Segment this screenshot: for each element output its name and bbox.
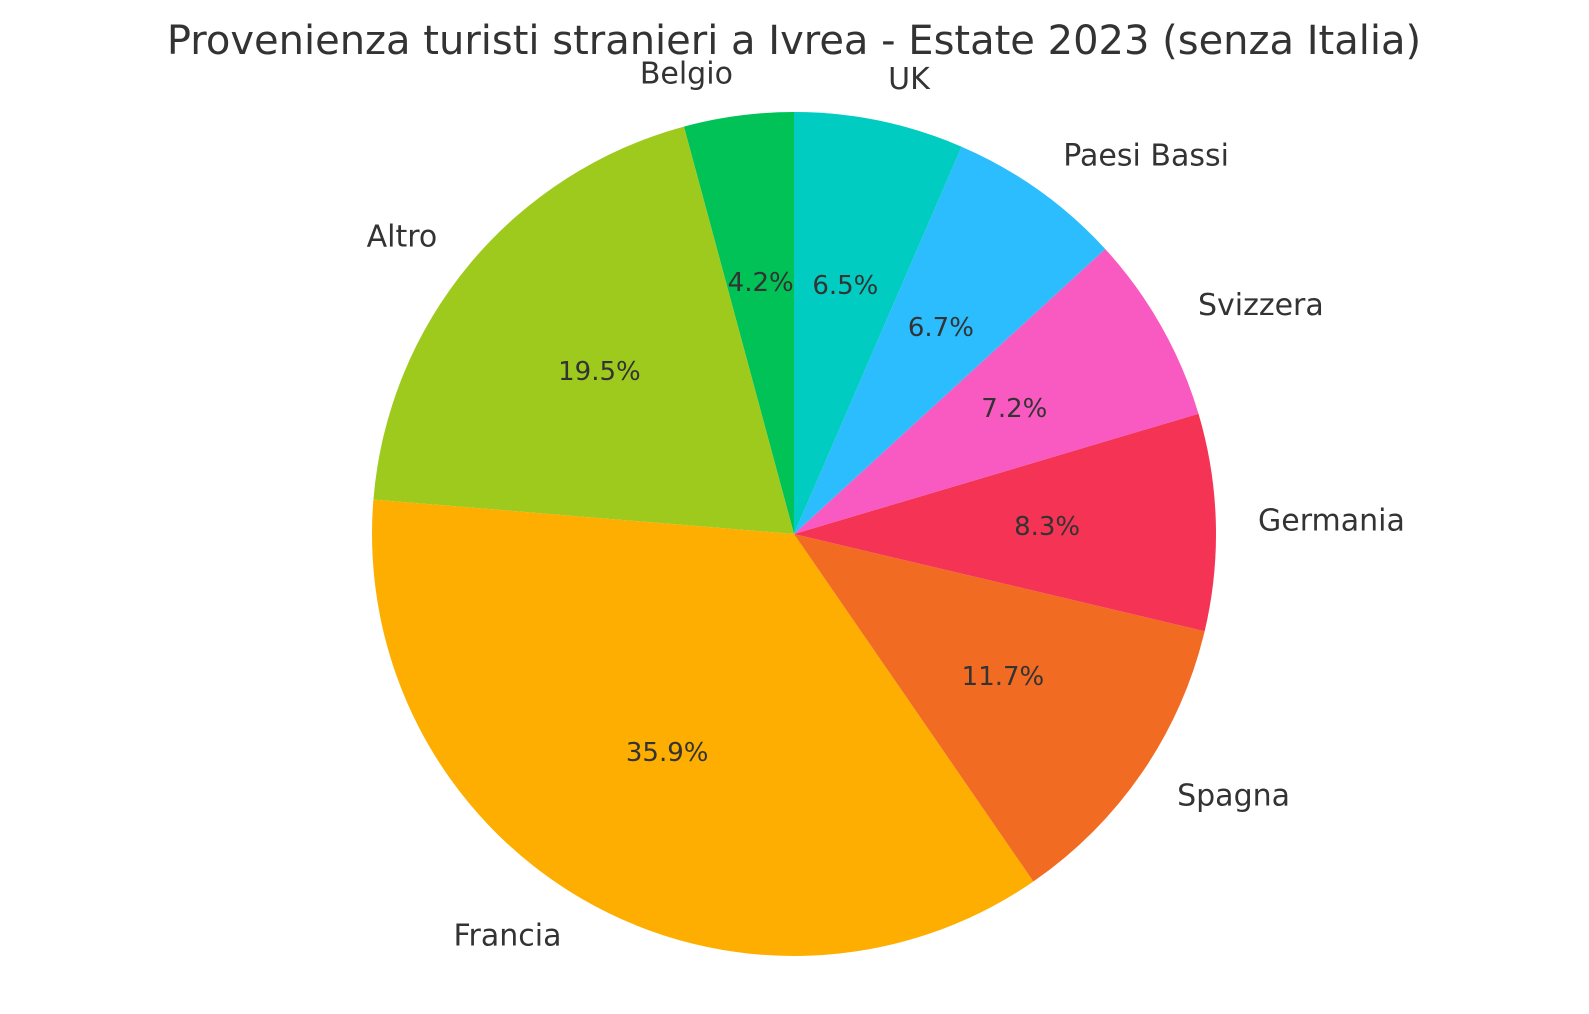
pie-slices [372, 112, 1217, 957]
slice-label-uk: UK [888, 62, 931, 97]
pie-slice-svizzera [794, 249, 1199, 534]
pct-label-belgio: 4.2% [728, 268, 794, 298]
pct-label-spagna: 11.7% [962, 662, 1045, 692]
slice-label-altro: Altro [367, 219, 438, 254]
pie-slice-belgio [683, 112, 794, 534]
pct-label-francia: 35.9% [626, 738, 709, 768]
pie-slice-francia [372, 499, 1034, 957]
pct-label-germania: 8.3% [1014, 512, 1080, 542]
pct-label-paesi-bassi: 6.7% [908, 313, 974, 343]
percentage-labels: 4.2% 19.5% 35.9% 11.7% 8.3% 7.2% 6.7% 6.5% [558, 268, 1080, 768]
slice-label-paesi-bassi: Paesi Bassi [1063, 138, 1229, 173]
slice-label-spagna: Spagna [1177, 779, 1290, 814]
pie-slice-spagna [794, 534, 1205, 882]
slice-label-belgio: Belgio [640, 56, 733, 91]
pie-slice-paesi-bassi [794, 146, 1106, 534]
pie-slice-altro [373, 126, 794, 534]
slice-label-francia: Francia [453, 918, 561, 953]
slice-label-germania: Germania [1258, 503, 1405, 538]
pie-slice-uk [794, 112, 962, 534]
pct-label-altro: 19.5% [558, 357, 641, 387]
chart-title: Provenienza turisti stranieri a Ivrea - … [167, 18, 1421, 64]
slice-labels: Belgio Altro Francia Spagna Germania Svizzera… [367, 56, 1405, 953]
pct-label-uk: 6.5% [812, 271, 878, 301]
pct-label-svizzera: 7.2% [981, 394, 1047, 424]
slice-label-svizzera: Svizzera [1198, 288, 1324, 323]
pie-slice-germania [794, 413, 1217, 632]
